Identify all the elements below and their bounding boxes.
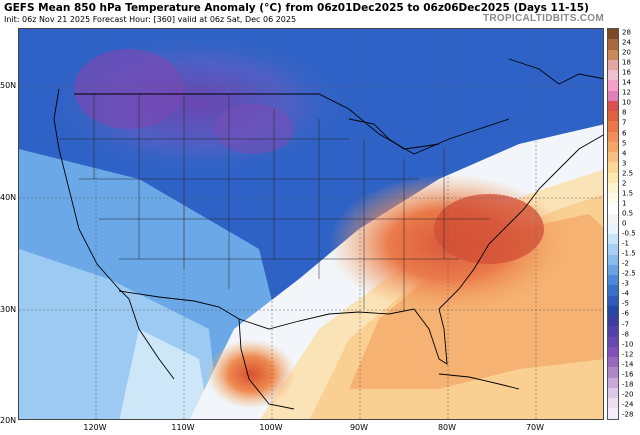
map-subtitle: Init: 06z Nov 21 2025 Forecast Hour: [36… xyxy=(4,15,297,24)
colorbar-segment xyxy=(608,172,618,183)
colorbar-segment xyxy=(608,398,618,409)
colorbar-label: 10 xyxy=(622,98,631,107)
colorbar-label: -3 xyxy=(622,279,629,288)
colorbar-label: 4 xyxy=(622,149,627,158)
anomaly-map xyxy=(18,28,604,420)
colorbar-label: 28 xyxy=(622,28,631,37)
colorbar-segment xyxy=(608,141,618,152)
colorbar-label: 24 xyxy=(622,38,631,47)
colorbar-label: -8 xyxy=(622,330,629,339)
colorbar-label: 20 xyxy=(622,48,631,57)
colorbar-segment xyxy=(608,336,618,347)
colorbar-segment xyxy=(608,316,618,327)
colorbar-label: -1.5 xyxy=(622,249,636,258)
colorbar-segment xyxy=(608,275,618,286)
colorbar-label: -24 xyxy=(622,400,634,409)
colorbar-label: -18 xyxy=(622,380,634,389)
lon-label-110w: 110W xyxy=(171,423,195,432)
colorbar-label: 1 xyxy=(622,199,627,208)
colorbar-segment xyxy=(608,234,618,245)
colorbar-label: 8 xyxy=(622,108,627,117)
colorbar-segment xyxy=(608,80,618,91)
colorbar-segment xyxy=(608,326,618,337)
lon-label-100w: 100W xyxy=(259,423,283,432)
colorbar-label: -28 xyxy=(622,410,634,419)
colorbar-segment xyxy=(608,121,618,132)
colorbar-segment xyxy=(608,244,618,255)
colorbar-label: -7 xyxy=(622,320,629,329)
colorbar-segment xyxy=(608,59,618,70)
colorbar-segment xyxy=(608,346,618,357)
colorbar-label: 12 xyxy=(622,88,631,97)
colorbar-label: -20 xyxy=(622,390,634,399)
colorbar-label: -1 xyxy=(622,239,629,248)
lon-label-90w: 90W xyxy=(349,423,369,432)
colorbar-segment xyxy=(608,213,618,224)
colorbar-segment xyxy=(608,357,618,368)
colorbar-segment xyxy=(608,70,618,81)
colorbar-segment xyxy=(608,305,618,316)
colorbar-segment xyxy=(608,254,618,265)
colorbar-segment xyxy=(608,49,618,60)
colorbar-label: 0.5 xyxy=(622,209,634,218)
mexico-warm-spot xyxy=(206,339,296,409)
colorbar-label: 1.5 xyxy=(622,189,634,198)
colorbar-segment xyxy=(608,295,618,306)
colorbar-segment xyxy=(608,39,618,50)
colorbar-label: -2 xyxy=(622,259,629,268)
colorbar-label: 18 xyxy=(622,58,631,67)
colorbar-label: 6 xyxy=(622,129,627,138)
lat-label-40n: 40N xyxy=(0,193,17,202)
colorbar-segment xyxy=(608,162,618,173)
colorbar-segment xyxy=(608,131,618,142)
colorbar-label: -5 xyxy=(622,299,629,308)
colorbar-label: -4 xyxy=(622,289,629,298)
lon-label-120w: 120W xyxy=(83,423,107,432)
colorbar-label: -12 xyxy=(622,350,634,359)
lon-label-80w: 80W xyxy=(437,423,457,432)
coastlines xyxy=(53,58,603,410)
colorbar-segment xyxy=(608,90,618,101)
colorbar-segment xyxy=(608,367,618,378)
colorbar-segment xyxy=(608,182,618,193)
colorbar-segment xyxy=(608,223,618,234)
colorbar-label: 5 xyxy=(622,139,627,148)
colorbar-label: 2.5 xyxy=(622,169,634,178)
lat-label-30n: 30N xyxy=(0,305,17,314)
colorbar-segment xyxy=(608,203,618,214)
colorbar-label: -16 xyxy=(622,370,634,379)
colorbar-label: 2 xyxy=(622,179,627,188)
state-borders xyxy=(59,94,489,311)
colorbar-label: -14 xyxy=(622,360,634,369)
lat-label-50n: 50N xyxy=(0,81,17,90)
colorbar-segment xyxy=(608,264,618,275)
lon-label-70w: 70W xyxy=(525,423,545,432)
colorbar-label: 3 xyxy=(622,159,627,168)
colorbar-label: -2.5 xyxy=(622,269,636,278)
colorbar-segment xyxy=(608,193,618,204)
colorbar-segment xyxy=(608,29,618,40)
colorbar-segment xyxy=(608,387,618,398)
colorbar-segment xyxy=(608,377,618,388)
colorbar-label: -10 xyxy=(622,340,634,349)
colorbar-label: 16 xyxy=(622,68,631,77)
colorbar-label: -0.5 xyxy=(622,229,636,238)
colorbar-label: 14 xyxy=(622,78,631,87)
colorbar-label: -6 xyxy=(622,309,629,318)
colorbar-segment xyxy=(608,408,618,419)
colorbar-segment xyxy=(608,152,618,163)
map-title: GEFS Mean 850 hPa Temperature Anomaly (°… xyxy=(4,2,589,14)
lat-label-20n: 20N xyxy=(0,416,17,425)
colorbar-segment xyxy=(608,100,618,111)
colorbar xyxy=(607,28,619,420)
colorbar-label: 7 xyxy=(622,118,627,127)
colorbar-label: 0 xyxy=(622,219,627,228)
brand-watermark[interactable]: TROPICALTIDBITS.COM xyxy=(482,13,604,24)
colorbar-segment xyxy=(608,285,618,296)
colorbar-segment xyxy=(608,111,618,122)
